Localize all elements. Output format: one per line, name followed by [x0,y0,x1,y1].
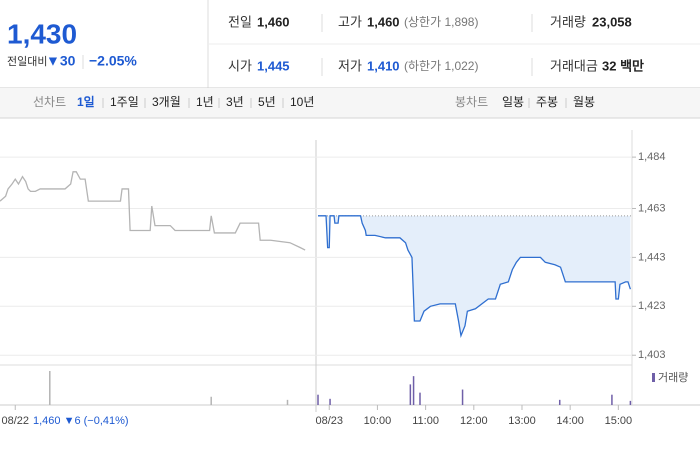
volume-bar [409,384,412,405]
tab-group-label: 선차트 [33,95,66,109]
period-tab[interactable]: 3개월 [152,95,181,109]
stat-label: 전일 [228,14,252,29]
stat-value: 1,460 [367,14,400,29]
candle-tab[interactable]: 일봉 [502,95,524,109]
volume-bar [210,396,212,405]
stat-label: 저가 [338,58,362,73]
y-tick-label: 1,423 [638,300,666,312]
y-tick-label: 1,443 [638,251,666,263]
tab-group-label: 봉차트 [455,95,488,109]
stat-value: 1,410 [367,58,400,73]
stat-label: 거래량 [550,14,586,29]
candle-tab[interactable]: 주봉 [536,95,558,109]
candle-tab[interactable]: 월봉 [573,95,595,109]
x-tick-label: 08/23 [315,415,343,427]
y-tick-label: 1,484 [638,151,666,163]
volume-bar [629,400,632,405]
stat-label: 시가 [228,58,252,73]
change-label: 전일대비 [7,54,47,68]
volume-legend-swatch [652,373,655,382]
volume-bar [419,392,421,405]
stat-label: 고가 [338,14,362,29]
x-tick-label: 14:00 [556,415,584,427]
stat-note: (하한가 1,022) [404,59,478,73]
change-rate: −2.05% [89,53,137,69]
x-tick-label: 08/22 [1,415,29,427]
stat-value: 32 백만 [602,58,644,73]
period-tab[interactable]: 5년 [258,95,276,109]
x-tick-label: 11:00 [412,415,439,427]
volume-bar [611,394,613,405]
volume-bar [329,398,331,405]
x-tick-label: 15:00 [605,415,633,427]
volume-bar [558,399,561,405]
volume-legend: 거래량 [658,371,688,384]
x-tick-label: 13:00 [508,415,536,427]
x-tick-label: 10:00 [364,415,392,427]
area-fill [318,215,631,336]
y-tick-label: 1,403 [638,349,666,361]
volume-bar [49,371,51,405]
price: 1,430 [7,18,77,49]
stat-value: 23,058 [592,14,632,29]
period-tab[interactable]: 1일 [77,95,95,109]
y-tick-label: 1,463 [638,202,666,214]
stat-value: 1,460 [257,14,290,29]
prev-day-summary: 1,460 ▼6 (−0,41%) [33,415,129,427]
tab-bar [0,88,700,118]
volume-bar [317,394,319,405]
price-line [318,215,632,339]
price-line [0,171,306,251]
volume-bar [412,376,415,405]
stat-note: (상한가 1,898) [404,15,478,29]
period-tab[interactable]: 10년 [290,95,314,109]
x-tick-label: 12:00 [460,415,488,427]
stat-value: 1,445 [257,58,290,73]
period-tab[interactable]: 1년 [196,95,214,109]
volume-bar [461,389,464,405]
period-tab[interactable]: 3년 [226,95,244,109]
stat-label: 거래대금 [550,58,598,73]
change: ▼30 [46,53,76,69]
period-tab[interactable]: 1주일 [110,95,139,109]
volume-bar [286,399,289,405]
